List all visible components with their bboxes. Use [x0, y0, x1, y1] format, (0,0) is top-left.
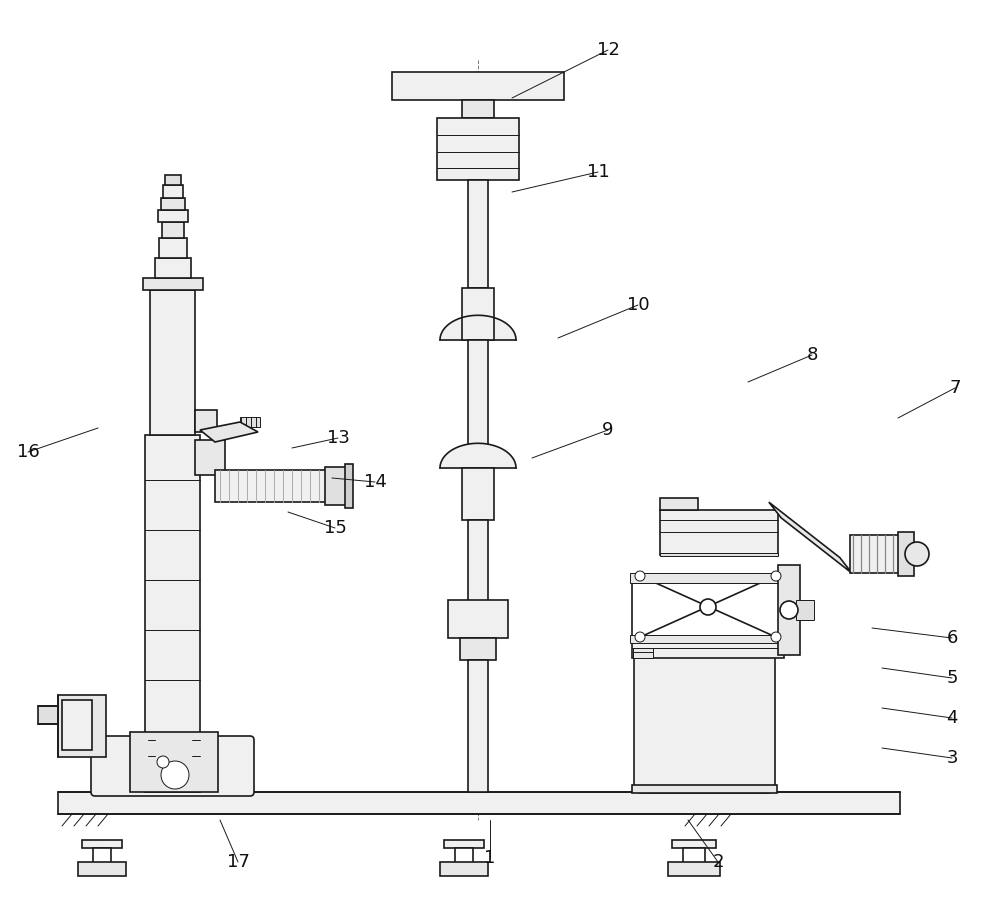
- Bar: [159, 238, 187, 258]
- Text: 13: 13: [327, 429, 349, 447]
- Bar: [468, 180, 488, 288]
- Bar: [660, 510, 778, 555]
- Bar: [448, 600, 508, 638]
- Text: 15: 15: [324, 519, 346, 537]
- Bar: [392, 72, 564, 100]
- Bar: [632, 640, 784, 658]
- Bar: [683, 848, 705, 870]
- Text: 10: 10: [627, 296, 649, 314]
- Circle shape: [905, 542, 929, 566]
- Bar: [444, 840, 484, 848]
- Text: 17: 17: [227, 853, 249, 871]
- Bar: [437, 118, 519, 180]
- Text: 16: 16: [17, 443, 39, 461]
- FancyBboxPatch shape: [91, 736, 254, 796]
- Bar: [130, 732, 218, 792]
- Bar: [325, 467, 347, 505]
- Polygon shape: [200, 422, 258, 442]
- Circle shape: [635, 571, 645, 581]
- Bar: [163, 185, 183, 198]
- Bar: [215, 470, 330, 502]
- Bar: [462, 468, 494, 520]
- Bar: [158, 210, 188, 222]
- Bar: [796, 600, 814, 620]
- Bar: [462, 288, 494, 340]
- Text: 9: 9: [602, 421, 614, 439]
- Bar: [462, 100, 494, 118]
- Text: 14: 14: [364, 473, 386, 491]
- Text: 11: 11: [587, 163, 609, 181]
- Bar: [162, 222, 184, 238]
- Text: 1: 1: [484, 849, 496, 867]
- Circle shape: [161, 761, 189, 789]
- Bar: [660, 553, 778, 556]
- Bar: [672, 840, 716, 848]
- Bar: [155, 258, 191, 278]
- Bar: [898, 532, 914, 576]
- Bar: [240, 417, 260, 427]
- Bar: [93, 848, 111, 870]
- Bar: [62, 700, 92, 750]
- Bar: [58, 695, 106, 757]
- Bar: [460, 638, 496, 660]
- Bar: [630, 635, 786, 643]
- Bar: [195, 440, 225, 475]
- Bar: [632, 785, 777, 793]
- Polygon shape: [769, 502, 852, 573]
- Circle shape: [771, 571, 781, 581]
- Bar: [850, 535, 905, 573]
- Bar: [58, 792, 900, 814]
- Circle shape: [780, 601, 798, 619]
- Bar: [82, 840, 122, 848]
- Bar: [440, 862, 488, 876]
- Bar: [150, 290, 195, 435]
- Bar: [455, 848, 473, 870]
- Bar: [38, 706, 58, 724]
- Bar: [161, 198, 185, 210]
- Text: 12: 12: [597, 41, 619, 59]
- Bar: [660, 498, 698, 510]
- Bar: [468, 520, 488, 602]
- Text: 3: 3: [946, 749, 958, 767]
- Bar: [345, 464, 353, 508]
- FancyBboxPatch shape: [634, 629, 775, 793]
- Circle shape: [157, 756, 169, 768]
- Circle shape: [635, 632, 645, 642]
- Text: 8: 8: [806, 346, 818, 364]
- Bar: [78, 862, 126, 876]
- Bar: [165, 175, 181, 185]
- Bar: [668, 862, 720, 876]
- Bar: [632, 575, 784, 640]
- Bar: [195, 410, 217, 432]
- Circle shape: [771, 632, 781, 642]
- Bar: [145, 435, 200, 792]
- Circle shape: [700, 599, 716, 615]
- Text: 5: 5: [946, 669, 958, 687]
- Text: 7: 7: [949, 379, 961, 397]
- Bar: [468, 660, 488, 792]
- Text: 6: 6: [946, 629, 958, 647]
- Bar: [633, 648, 653, 658]
- Text: 4: 4: [946, 709, 958, 727]
- Bar: [630, 573, 786, 583]
- Bar: [143, 278, 203, 290]
- Text: 2: 2: [712, 853, 724, 871]
- Bar: [778, 565, 800, 655]
- Bar: [468, 340, 488, 468]
